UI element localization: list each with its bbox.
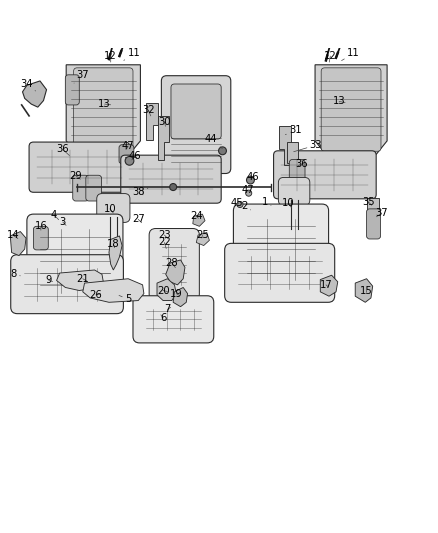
Text: 7: 7 — [164, 304, 171, 314]
Text: 27: 27 — [132, 214, 145, 224]
Polygon shape — [22, 81, 46, 107]
Circle shape — [219, 147, 226, 155]
Text: 44: 44 — [205, 134, 223, 149]
FancyBboxPatch shape — [97, 193, 130, 222]
Text: 26: 26 — [89, 290, 102, 300]
FancyBboxPatch shape — [367, 209, 381, 239]
Text: 29: 29 — [69, 171, 82, 181]
Text: 35: 35 — [362, 197, 374, 207]
Text: 1: 1 — [261, 197, 271, 207]
FancyBboxPatch shape — [171, 84, 221, 139]
FancyBboxPatch shape — [73, 175, 88, 201]
Text: 45: 45 — [231, 198, 244, 208]
Text: 38: 38 — [132, 187, 148, 197]
FancyBboxPatch shape — [65, 75, 79, 105]
FancyBboxPatch shape — [233, 204, 328, 295]
Polygon shape — [66, 65, 141, 154]
Text: 32: 32 — [142, 105, 155, 116]
Text: 13: 13 — [98, 99, 111, 109]
Text: 19: 19 — [170, 288, 183, 298]
Polygon shape — [11, 231, 26, 256]
Polygon shape — [83, 279, 144, 302]
FancyBboxPatch shape — [274, 151, 376, 199]
Polygon shape — [166, 260, 185, 285]
Text: 10: 10 — [103, 204, 116, 214]
Text: 17: 17 — [320, 280, 332, 290]
Text: 11: 11 — [342, 49, 360, 61]
FancyBboxPatch shape — [121, 155, 221, 203]
Text: 8: 8 — [11, 269, 20, 279]
Text: 18: 18 — [107, 239, 120, 249]
Circle shape — [125, 157, 134, 165]
Polygon shape — [279, 126, 291, 165]
Text: 37: 37 — [74, 70, 89, 83]
Polygon shape — [355, 279, 373, 302]
Text: 6: 6 — [160, 313, 166, 323]
Text: 11: 11 — [124, 49, 140, 60]
Text: 25: 25 — [196, 230, 209, 240]
Polygon shape — [367, 198, 379, 237]
Text: 46: 46 — [247, 172, 259, 182]
FancyBboxPatch shape — [149, 229, 199, 301]
Text: 28: 28 — [166, 258, 178, 268]
Polygon shape — [193, 214, 205, 227]
Text: 2: 2 — [241, 201, 251, 211]
Text: 20: 20 — [157, 286, 170, 295]
Text: 9: 9 — [46, 276, 53, 286]
Polygon shape — [57, 270, 103, 290]
Circle shape — [237, 201, 243, 207]
Text: 33: 33 — [294, 140, 322, 152]
Text: 36: 36 — [57, 144, 70, 156]
Text: 16: 16 — [35, 221, 47, 231]
FancyBboxPatch shape — [86, 175, 102, 201]
FancyBboxPatch shape — [289, 159, 305, 190]
Circle shape — [170, 183, 177, 190]
FancyBboxPatch shape — [33, 227, 48, 250]
Text: 31: 31 — [286, 125, 302, 135]
Text: 12: 12 — [324, 51, 337, 62]
Text: 3: 3 — [60, 217, 66, 227]
Circle shape — [246, 190, 252, 196]
FancyBboxPatch shape — [225, 244, 335, 302]
Text: 34: 34 — [20, 79, 35, 91]
Text: 13: 13 — [333, 96, 346, 107]
Polygon shape — [173, 287, 187, 306]
Text: 12: 12 — [104, 51, 117, 62]
FancyBboxPatch shape — [279, 177, 310, 205]
Text: 14: 14 — [7, 230, 19, 240]
FancyBboxPatch shape — [27, 214, 123, 308]
Polygon shape — [315, 65, 387, 154]
Text: 23: 23 — [158, 230, 171, 240]
FancyBboxPatch shape — [74, 68, 133, 151]
FancyBboxPatch shape — [321, 68, 381, 151]
Text: 4: 4 — [51, 210, 59, 220]
FancyBboxPatch shape — [119, 144, 134, 164]
Text: 24: 24 — [190, 211, 203, 221]
Polygon shape — [320, 275, 338, 296]
FancyBboxPatch shape — [11, 255, 124, 313]
FancyBboxPatch shape — [29, 142, 130, 192]
Polygon shape — [146, 103, 158, 140]
FancyBboxPatch shape — [133, 296, 214, 343]
FancyBboxPatch shape — [161, 76, 231, 174]
Text: 47: 47 — [122, 141, 134, 151]
Text: 47: 47 — [241, 185, 254, 195]
Text: 15: 15 — [360, 286, 373, 295]
Polygon shape — [109, 236, 122, 270]
Circle shape — [247, 176, 254, 184]
Text: 37: 37 — [375, 208, 388, 218]
Polygon shape — [158, 116, 169, 159]
Text: 21: 21 — [76, 274, 89, 284]
Polygon shape — [196, 232, 209, 246]
Polygon shape — [157, 279, 176, 301]
Text: 5: 5 — [119, 294, 131, 304]
Polygon shape — [287, 142, 297, 177]
Text: 36: 36 — [295, 159, 307, 169]
Text: 22: 22 — [158, 238, 171, 248]
Text: 46: 46 — [129, 151, 141, 161]
Text: 10: 10 — [282, 198, 294, 208]
Text: 30: 30 — [158, 117, 171, 126]
